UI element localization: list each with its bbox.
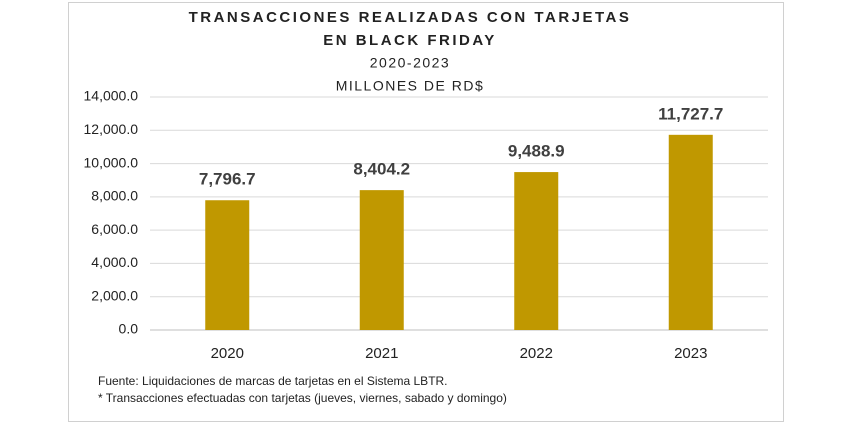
value-label: 11,727.7 — [658, 104, 723, 123]
y-tick-label: 14,000.0 — [84, 88, 139, 104]
chart-frame — [68, 2, 784, 422]
x-tick-label: 2022 — [520, 345, 553, 362]
y-tick-label: 0.0 — [119, 321, 139, 337]
chart-title: TRANSACCIONES REALIZADAS CON TARJETAS — [189, 9, 632, 26]
footnote: Fuente: Liquidaciones de marcas de tarje… — [98, 374, 448, 388]
value-label: 9,488.9 — [508, 142, 565, 161]
y-tick-label: 12,000.0 — [84, 121, 139, 137]
y-tick-label: 2,000.0 — [91, 287, 138, 303]
chart-title: EN BLACK FRIDAY — [323, 32, 497, 49]
value-label: 8,404.2 — [353, 160, 410, 179]
value-label: 7,796.7 — [199, 170, 256, 189]
x-tick-label: 2020 — [211, 345, 244, 362]
x-tick-label: 2023 — [674, 345, 707, 362]
y-tick-label: 6,000.0 — [91, 221, 138, 237]
bar — [668, 134, 713, 330]
bar — [359, 190, 404, 330]
chart-subtitle: 2020-2023 — [370, 55, 450, 71]
bar — [205, 200, 250, 330]
y-tick-label: 8,000.0 — [91, 188, 138, 204]
chart-subtitle: MILLONES DE RD$ — [336, 78, 485, 94]
x-tick-label: 2021 — [365, 345, 398, 362]
footnote: * Transacciones efectuadas con tarjetas … — [98, 391, 507, 405]
bar — [514, 172, 559, 330]
y-tick-label: 4,000.0 — [91, 254, 138, 270]
y-tick-label: 10,000.0 — [84, 154, 139, 170]
